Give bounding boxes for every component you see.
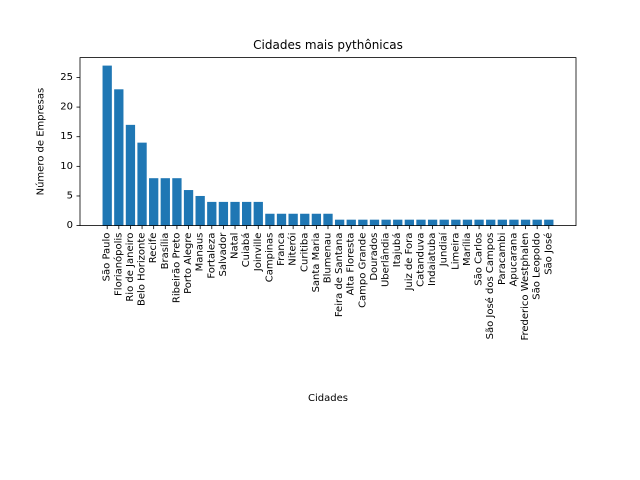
y-tick-label: 0: [67, 220, 73, 231]
x-tick-label: Niterói: [287, 233, 299, 266]
bar: [381, 219, 391, 226]
bar: [427, 219, 438, 226]
y-tick-label: 20: [60, 102, 73, 113]
bar: [311, 213, 322, 226]
x-tick-label: Itajubá: [391, 233, 403, 268]
x-tick-label: Juiz de Fora: [404, 233, 415, 292]
x-tick-label: Natal: [230, 233, 241, 259]
bar: [230, 201, 240, 226]
x-tick-label: Catanduva: [415, 233, 426, 287]
x-tick-label: Manaus: [195, 233, 206, 272]
x-tick-label: Limeira: [450, 233, 461, 270]
y-tick-label: 10: [60, 161, 73, 172]
x-tick-label: Frederico Westphalen: [520, 233, 531, 341]
bar: [497, 219, 507, 226]
bar: [451, 219, 461, 226]
x-tick-label: São Carlos: [474, 233, 485, 286]
x-tick-label: Feira de Santana: [334, 233, 345, 318]
bar: [462, 219, 473, 226]
x-tick-label: Campo Grande: [357, 233, 368, 308]
bar: [358, 219, 368, 226]
x-tick-label: Brasília: [159, 233, 171, 270]
bar: [404, 219, 414, 226]
x-tick-label: Salvador: [218, 232, 229, 277]
x-axis-ticks: São Paulo Florianópolis Rio de Janeiro Belo…: [102, 225, 554, 341]
y-axis-ticks: 0 5 10 15 20 25: [60, 72, 80, 231]
x-tick-label: Recife: [148, 233, 159, 264]
bar: [253, 201, 263, 226]
bar: [242, 201, 252, 226]
bar: [183, 190, 194, 226]
x-tick-label: Dourados: [369, 233, 380, 281]
x-tick-label: Alta Floresta: [346, 233, 357, 296]
x-tick-label: Joinville: [253, 233, 264, 273]
x-tick-label: Rio de Janeiro: [125, 233, 136, 302]
x-tick-label: Campinas: [264, 233, 275, 283]
bar: [369, 219, 380, 226]
bar: [393, 219, 403, 226]
bar: [334, 219, 345, 226]
bar: [137, 142, 147, 226]
y-tick-label: 25: [60, 72, 73, 83]
bar: [265, 213, 275, 226]
bar: [207, 201, 217, 226]
plot-frame: [79, 57, 577, 226]
y-axis-label: Número de Empresas: [35, 88, 47, 196]
x-tick-label: Cuiabá: [240, 233, 252, 268]
x-tick-label: Santa Maria: [311, 233, 322, 293]
bar: [300, 213, 310, 226]
x-tick-label: Marília: [461, 233, 473, 266]
bar: [172, 178, 182, 226]
bar: [439, 219, 449, 226]
x-tick-label: Belo Horizonte: [137, 233, 148, 306]
x-tick-label: Paracambi: [497, 233, 508, 285]
bars-group: [102, 65, 554, 226]
x-tick-label: Fortaleza: [206, 233, 217, 279]
x-tick-label: São José: [542, 233, 554, 275]
x-axis-label: Cidades: [308, 393, 348, 404]
bar: [160, 178, 170, 226]
bar: [416, 219, 426, 226]
bar: [346, 219, 356, 226]
x-tick-label: São José dos Campos: [484, 233, 496, 340]
bar: [125, 124, 136, 226]
bar: [520, 219, 531, 226]
bar: [288, 213, 298, 226]
x-tick-label: Indaiatuba: [427, 233, 438, 286]
bar: [276, 213, 287, 226]
bar: [149, 178, 159, 226]
x-tick-label: Uberlândia: [380, 233, 392, 287]
bar: [323, 213, 333, 226]
bar: [532, 219, 542, 226]
bar: [486, 219, 496, 226]
x-tick-label: São Leopoldo: [532, 233, 543, 300]
bar: [102, 65, 112, 226]
y-tick-label: 5: [67, 190, 73, 201]
x-tick-label: Porto Alegre: [183, 233, 194, 294]
bar: [195, 195, 205, 226]
bar: [474, 219, 484, 226]
bar: [544, 219, 554, 226]
chart-title: Cidades mais pythônicas: [253, 38, 403, 52]
x-tick-label: Florianópolis: [112, 233, 124, 296]
x-tick-label: Apucarana: [508, 233, 519, 287]
x-tick-label: Curitiba: [299, 233, 310, 272]
bar: [509, 219, 519, 226]
bar: [114, 89, 124, 226]
bar: [218, 201, 229, 226]
x-tick-label: Blumenau: [323, 233, 334, 284]
x-tick-label: Ribeirão Preto: [171, 233, 182, 303]
x-tick-label: Franca: [276, 233, 287, 266]
x-tick-label: São Paulo: [102, 233, 113, 282]
x-tick-label: Jundiaí: [438, 231, 450, 267]
y-tick-label: 15: [60, 131, 73, 142]
